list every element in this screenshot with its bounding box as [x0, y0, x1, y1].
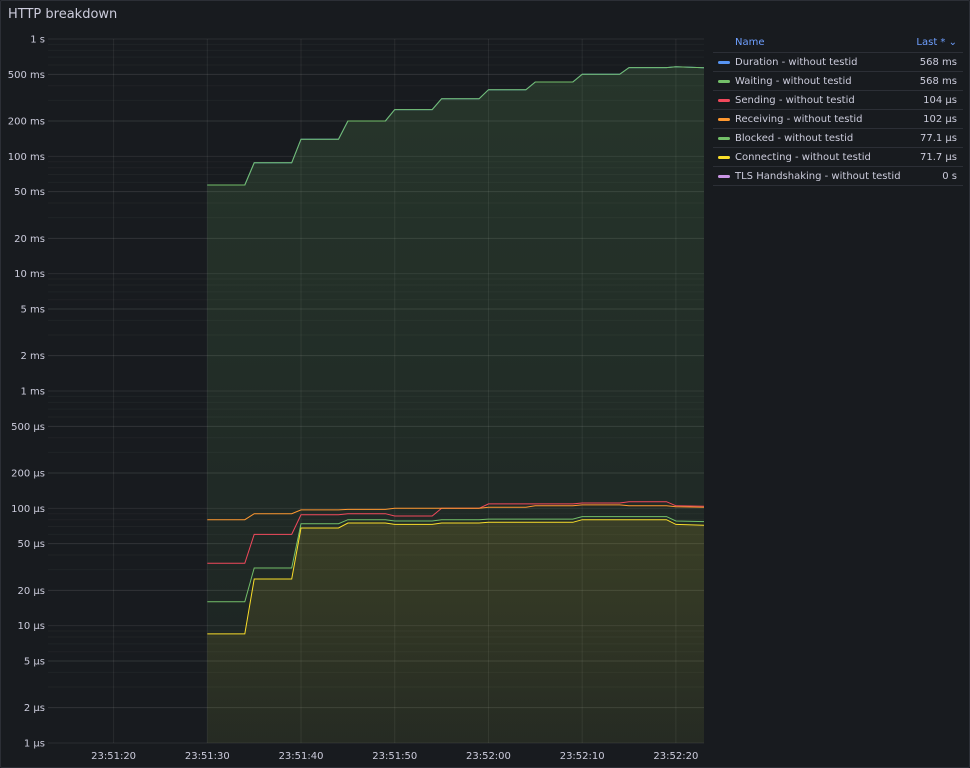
legend-label: Duration - without testid: [735, 56, 858, 68]
y-tick-label: 500 µs: [11, 422, 45, 433]
x-tick-label: 23:51:50: [372, 751, 417, 762]
y-tick-label: 10 µs: [18, 621, 45, 632]
y-tick-label: 1 s: [30, 35, 45, 46]
x-axis: 23:51:20 23:51:30 23:51:40 23:51:50 23:52:00…: [91, 751, 698, 762]
panel-title[interactable]: HTTP breakdown: [8, 7, 118, 22]
legend-rows: Duration - without testid 568 ms Waiting -…: [713, 53, 963, 186]
y-tick-label: 200 ms: [8, 117, 45, 128]
legend-item[interactable]: Receiving - without testid 102 µs: [713, 110, 963, 129]
x-tick-label: 23:51:20: [91, 751, 136, 762]
y-tick-label: 100 ms: [8, 152, 45, 163]
y-tick-label: 50 ms: [14, 187, 45, 198]
series-line: [207, 66, 705, 186]
x-tick-label: 23:51:40: [279, 751, 324, 762]
legend-item[interactable]: Connecting - without testid 71.7 µs: [713, 148, 963, 167]
x-tick-label: 23:51:30: [185, 751, 230, 762]
legend-last-header[interactable]: Last * ⌄: [916, 37, 963, 48]
y-tick-label: 2 ms: [21, 351, 46, 362]
y-tick-label: 5 µs: [24, 656, 45, 667]
series-line: [207, 516, 705, 603]
legend-swatch: [718, 60, 730, 64]
legend-item[interactable]: Sending - without testid 104 µs: [713, 91, 963, 110]
series-fills: [207, 66, 705, 744]
legend-last-value: 77.1 µs: [919, 132, 957, 144]
legend-item[interactable]: Blocked - without testid 77.1 µs: [713, 129, 963, 148]
legend-swatch: [718, 155, 730, 159]
legend-label: Blocked - without testid: [735, 132, 854, 144]
series-lines: [207, 66, 705, 635]
x-tick-label: 23:52:10: [560, 751, 605, 762]
y-tick-label: 50 µs: [18, 539, 45, 550]
legend-name-header[interactable]: Name: [735, 36, 765, 48]
y-tick-label: 500 ms: [8, 70, 45, 81]
legend-label: Receiving - without testid: [735, 113, 863, 125]
legend-swatch: [718, 174, 730, 178]
legend-last-value: 568 ms: [919, 75, 957, 87]
series-line: [207, 519, 705, 635]
legend-item[interactable]: Duration - without testid 568 ms: [713, 53, 963, 72]
legend-header: Name Last * ⌄: [713, 32, 963, 53]
y-tick-label: 1 µs: [24, 739, 45, 750]
legend-label: TLS Handshaking - without testid: [735, 170, 901, 182]
y-tick-label: 5 ms: [21, 304, 46, 315]
legend-swatch: [718, 136, 730, 140]
legend-last-value: 71.7 µs: [919, 151, 957, 163]
legend-label: Sending - without testid: [735, 94, 855, 106]
legend: Name Last * ⌄ Duration - without testid 5…: [713, 32, 963, 186]
chevron-down-icon: ⌄: [948, 36, 957, 48]
legend-last-value: 102 µs: [923, 113, 957, 125]
y-tick-label: 20 µs: [18, 586, 45, 597]
y-tick-label: 100 µs: [11, 504, 45, 515]
legend-label: Connecting - without testid: [735, 151, 871, 163]
legend-swatch: [718, 98, 730, 102]
legend-item[interactable]: Waiting - without testid 568 ms: [713, 72, 963, 91]
y-tick-label: 20 ms: [14, 234, 45, 245]
series-line: [207, 504, 705, 521]
y-axis: 1 s 500 ms 200 ms 100 ms 50 ms 20 ms 10 ms 5 ms…: [8, 35, 45, 750]
x-tick-label: 23:52:20: [653, 751, 698, 762]
legend-swatch: [718, 79, 730, 83]
series-area: [207, 519, 705, 743]
legend-swatch: [718, 117, 730, 121]
y-tick-label: 2 µs: [24, 703, 45, 714]
legend-last-value: 104 µs: [923, 94, 957, 106]
y-tick-label: 200 µs: [11, 469, 45, 480]
x-tick-label: 23:52:00: [466, 751, 511, 762]
legend-last-label: Last *: [916, 36, 946, 48]
legend-label: Waiting - without testid: [735, 75, 852, 87]
legend-last-value: 0 s: [942, 170, 957, 182]
y-tick-label: 10 ms: [14, 269, 45, 280]
y-tick-label: 1 ms: [21, 387, 46, 398]
legend-item[interactable]: TLS Handshaking - without testid 0 s: [713, 167, 963, 186]
legend-last-value: 568 ms: [919, 56, 957, 68]
